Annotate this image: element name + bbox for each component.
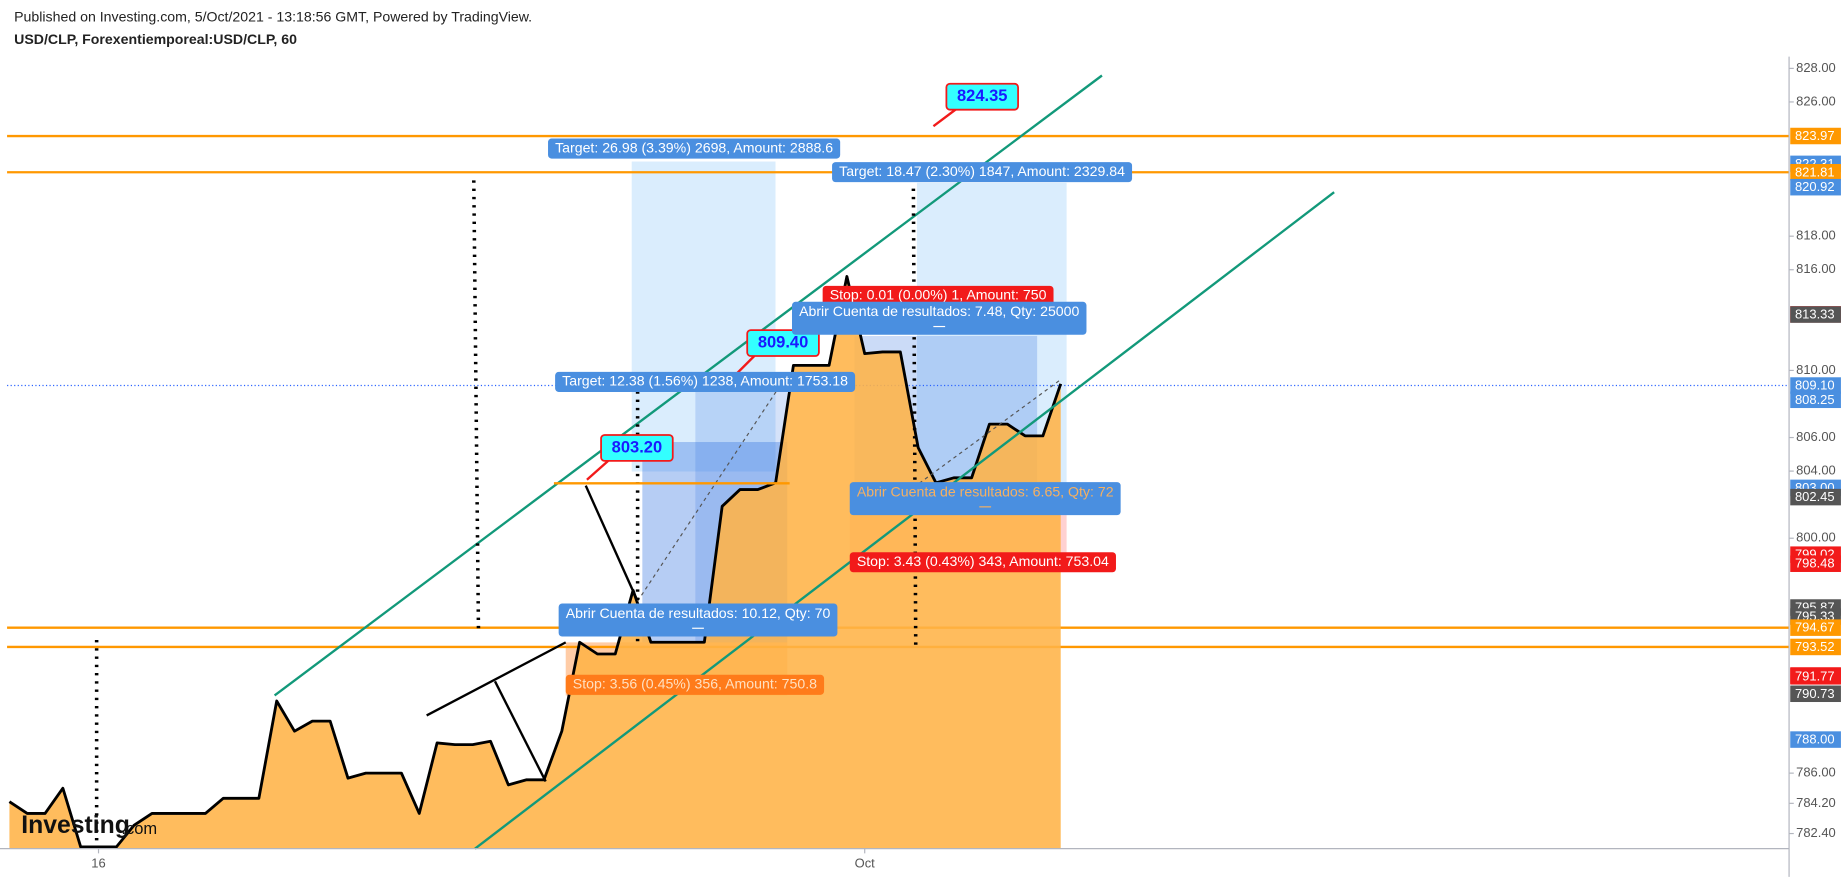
annotation: Target: 18.47 (2.30%) 1847, Amount: 2329…	[832, 162, 1133, 183]
annotation-text: Target: 12.38 (1.56%) 1238, Amount: 1753…	[562, 373, 848, 389]
annotations: 824.35 809.40 803.20 Target: 26.98 (3.39%) …	[548, 82, 1133, 695]
callout-pointer	[586, 460, 609, 481]
y-tick-label: 800.00	[1796, 530, 1836, 545]
price-tag-label: 793.52	[1795, 639, 1835, 654]
price-tag-label: 791.77	[1795, 668, 1835, 683]
price-tag-label: 808.25	[1795, 392, 1835, 407]
annotation: Abrir Cuenta de resultados: 10.12, Qty: …	[558, 603, 838, 637]
price-tag	[1790, 306, 1841, 323]
annotation-text: 809.40	[758, 333, 808, 351]
y-tick-label: 810.00	[1796, 362, 1836, 377]
annotation-box	[600, 434, 674, 462]
annotation-box	[822, 285, 1054, 306]
x-tick-label: 16	[91, 855, 105, 870]
axes: 16 Oct 828.00 826.00 818.00 816.00 810.00 806.0…	[0, 56, 1841, 877]
price-tag-label: 820.92	[1795, 179, 1835, 194]
annotation-text: 824.35	[957, 87, 1007, 105]
price-tag	[1790, 391, 1841, 409]
annotation-text: 803.20	[612, 438, 662, 456]
annotation-text: Target: 26.98 (3.39%) 2698, Amount: 2888…	[555, 139, 833, 155]
y-tick-label: 806.00	[1796, 429, 1836, 444]
annotation: 809.40	[746, 329, 820, 357]
price-tag-label: 802.45	[1795, 489, 1835, 504]
annotation-box	[849, 482, 1121, 516]
price-tag-label: 798.48	[1795, 556, 1835, 571]
annotation-text: Stop: 3.56 (0.45%) 356, Amount: 750.8	[573, 676, 817, 692]
annotation: Abrir Cuenta de resultados: 7.48, Qty: 2…	[792, 301, 1087, 335]
annotation-box	[849, 552, 1116, 573]
annotation-box	[792, 301, 1087, 335]
annotation: Target: 26.98 (3.39%) 2698, Amount: 2888…	[548, 138, 841, 159]
annotation-box	[558, 603, 838, 637]
annotation: 824.35	[945, 82, 1019, 111]
price-tag	[1790, 638, 1841, 656]
drawn-line	[426, 641, 567, 717]
callout-pointer	[734, 355, 756, 376]
price-tag-label: 821.81	[1795, 164, 1835, 179]
symbol-title: USD/CLP, Forexentiemporeal:USD/CLP, 60	[14, 31, 297, 47]
annotation-text: Abrir Cuenta de resultados: 7.48, Qty: 2…	[799, 303, 1079, 319]
price-tag-label: 794.67	[1795, 620, 1835, 635]
y-tick-label: 828.00	[1796, 60, 1836, 75]
x-tick-label: Oct	[855, 855, 876, 870]
plot	[7, 134, 1790, 849]
y-tick-label: 818.00	[1796, 228, 1836, 243]
annotation: Abrir Cuenta de resultados: 6.65, Qty: 7…	[849, 482, 1121, 516]
annotation-box	[945, 82, 1019, 111]
trend-line	[474, 191, 1335, 850]
annotation-text: Abrir Cuenta de resultados: 10.12, Qty: …	[566, 605, 831, 621]
price-tag-label: 813.33	[1795, 307, 1835, 322]
profit-zone	[631, 161, 776, 472]
callout-pointer	[932, 107, 958, 128]
y-tick-label: 816.00	[1796, 261, 1836, 276]
annotation: Stop: 0.01 (0.00%) 1, Amount: 750	[822, 285, 1054, 306]
dotted-line	[472, 180, 481, 633]
y-tick-label: 784.20	[1796, 795, 1836, 810]
price-tag-label: 790.73	[1795, 686, 1835, 701]
price-tag-label: 823.97	[1795, 128, 1835, 143]
annotation: Target: 12.38 (1.56%) 1238, Amount: 1753…	[555, 371, 856, 392]
price-tag	[1790, 164, 1841, 181]
annotation-text: Stop: 3.43 (0.43%) 343, Amount: 753.04	[857, 553, 1109, 569]
price-tag	[1790, 668, 1841, 685]
logo-text: Investing	[21, 812, 130, 839]
y-tick-label: 826.00	[1796, 93, 1836, 108]
price-line	[8, 275, 1063, 849]
price-tag	[1790, 731, 1841, 748]
published-note: Published on Investing.com, 5/Oct/2021 -…	[14, 8, 532, 24]
annotation-box	[565, 674, 825, 695]
price-tag	[1790, 488, 1841, 506]
price-tag	[1790, 555, 1841, 572]
drawn-line	[493, 680, 547, 782]
dashed-line	[918, 379, 1062, 484]
price-tag	[1790, 685, 1841, 703]
annotation-box	[746, 329, 820, 357]
annotation-text: Stop: 0.01 (0.00%) 1, Amount: 750	[830, 287, 1047, 303]
y-tick-label: 782.40	[1796, 825, 1836, 840]
price-tag-label: 809.10	[1795, 378, 1835, 393]
annotation: Stop: 3.56 (0.45%) 356, Amount: 750.8	[565, 674, 825, 695]
annotation: 803.20	[600, 434, 674, 462]
y-tick-label: 804.00	[1796, 463, 1836, 478]
area	[9, 276, 1061, 849]
logo-suffix: .com	[121, 820, 157, 838]
logo: Investing .com	[21, 812, 157, 839]
annotation-text: Abrir Cuenta de resultados: 6.65, Qty: 7…	[857, 483, 1114, 499]
price-tag	[1790, 619, 1841, 636]
y-tick-label: 786.00	[1796, 765, 1836, 780]
annotation-box	[555, 371, 856, 392]
price-tag	[1790, 377, 1841, 394]
price-tag	[1790, 178, 1841, 196]
drawn-line	[584, 485, 639, 602]
annotation: Stop: 3.43 (0.43%) 343, Amount: 753.04	[849, 552, 1116, 573]
price-tag-label: 788.00	[1795, 732, 1835, 747]
annotation-text: Target: 18.47 (2.30%) 1847, Amount: 2329…	[839, 163, 1125, 179]
annotation-box	[548, 138, 841, 159]
price-tag	[1790, 127, 1841, 145]
annotation-box	[832, 162, 1133, 183]
